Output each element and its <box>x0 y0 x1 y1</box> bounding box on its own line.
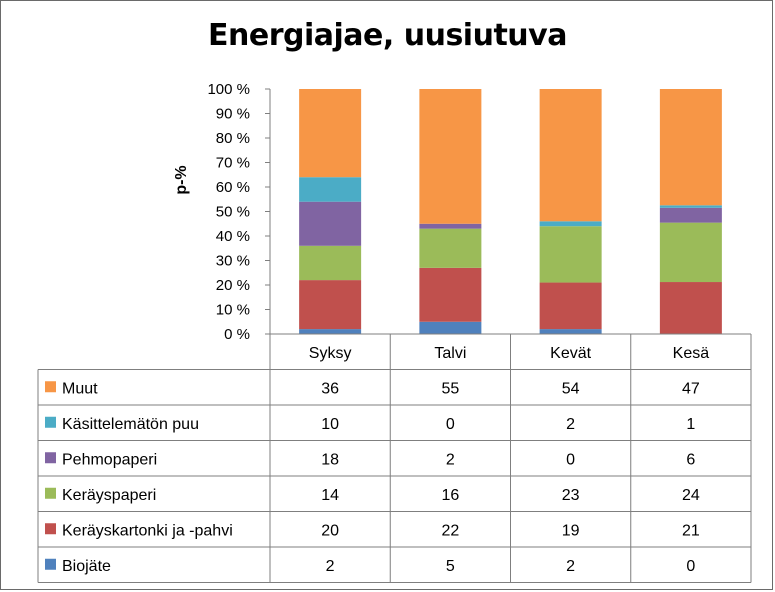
table-value: 24 <box>682 487 700 504</box>
legend-label: Keräyskartonki ja -pahvi <box>62 522 233 539</box>
table-value: 23 <box>562 487 580 504</box>
table-value: 0 <box>446 416 455 433</box>
legend-swatch <box>45 452 56 464</box>
table-value: 0 <box>686 558 695 575</box>
table-value: 1 <box>686 416 695 433</box>
x-category-label: Kesä <box>673 345 710 362</box>
bar-segment <box>299 329 362 334</box>
legend-swatch <box>45 416 56 428</box>
table-value: 21 <box>682 522 700 539</box>
y-tick-label: 90 % <box>216 106 250 123</box>
y-tick-label: 80 % <box>216 130 250 147</box>
bar-segment <box>419 223 482 229</box>
bar-segment <box>419 267 482 322</box>
table-value: 2 <box>446 451 455 468</box>
bar-segment <box>539 221 602 227</box>
bar-segment <box>659 207 722 223</box>
y-tick-label: 70 % <box>216 155 250 172</box>
bar-segment <box>659 222 722 283</box>
x-category-label: Syksy <box>309 345 352 362</box>
table-value: 22 <box>441 522 459 539</box>
table-value: 2 <box>566 416 575 433</box>
y-tick-label: 100 % <box>207 81 250 98</box>
table-value: 14 <box>321 487 339 504</box>
legend-label: Pehmopaperi <box>62 451 157 468</box>
bar-segment <box>299 177 362 202</box>
bar-segment <box>419 228 482 268</box>
bar-segment <box>299 89 362 178</box>
y-tick-label: 60 % <box>216 179 250 196</box>
bar-segment <box>659 89 722 206</box>
y-tick-label: 10 % <box>216 302 250 319</box>
bar-segment <box>539 329 602 334</box>
bar-segment <box>419 321 482 334</box>
chart-title: Energiajae, uusiutuva <box>208 18 567 53</box>
legend-swatch <box>45 381 56 393</box>
y-tick-label: 30 % <box>216 253 250 270</box>
table-value: 0 <box>566 451 575 468</box>
table-value: 2 <box>326 558 335 575</box>
x-category-label: Talvi <box>434 345 466 362</box>
table-value: 54 <box>562 380 580 397</box>
table-value: 6 <box>686 451 695 468</box>
legend-label: Keräyspaperi <box>62 487 156 504</box>
bar-segment <box>299 201 362 246</box>
bar-segment <box>539 282 602 330</box>
table-value: 2 <box>566 558 575 575</box>
legend-label: Muut <box>62 380 98 397</box>
legend-swatch <box>45 487 56 499</box>
table-value: 47 <box>682 380 700 397</box>
y-tick-label: 50 % <box>216 204 250 221</box>
legend-label: Käsittelemätön puu <box>62 416 199 433</box>
y-tick-label: 20 % <box>216 277 250 294</box>
table-value: 10 <box>321 416 339 433</box>
legend-swatch <box>45 523 56 535</box>
bar-segment <box>659 205 722 208</box>
y-tick-label: 0 % <box>224 326 250 343</box>
table-value: 20 <box>321 522 339 539</box>
x-category-label: Kevät <box>550 345 591 362</box>
legend-label: Biojäte <box>62 558 111 575</box>
table-value: 16 <box>441 487 459 504</box>
bar-segment <box>539 226 602 283</box>
bar-segment <box>299 280 362 330</box>
table-value: 18 <box>321 451 339 468</box>
bar-segment <box>419 89 482 224</box>
bar-segment <box>539 89 602 222</box>
table-value: 55 <box>441 380 459 397</box>
bar-segment <box>659 282 722 334</box>
table-value: 19 <box>562 522 580 539</box>
y-tick-label: 40 % <box>216 228 250 245</box>
legend-swatch <box>45 558 56 570</box>
bar-segment <box>299 245 362 281</box>
table-value: 5 <box>446 558 455 575</box>
table-value: 36 <box>321 380 339 397</box>
